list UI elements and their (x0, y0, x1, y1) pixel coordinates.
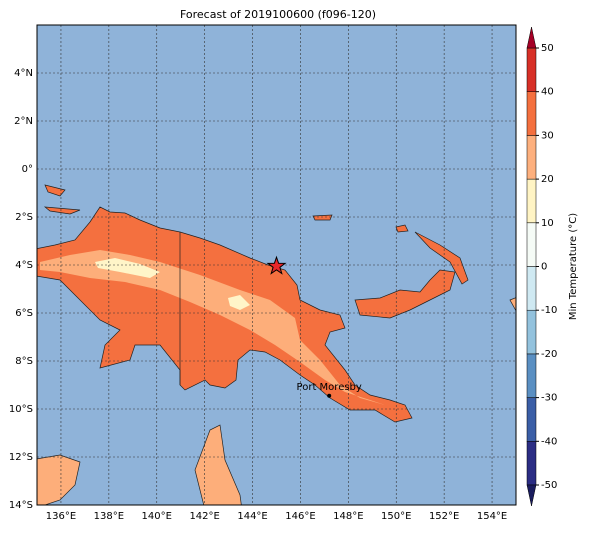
colorbar-tick-label: 0 (541, 262, 547, 273)
x-tick-label: 146°E (285, 511, 315, 522)
y-tick-label: 12°S (9, 452, 33, 463)
y-tick-label: 6°S (15, 308, 33, 319)
y-tick-label: 14°S (9, 500, 33, 511)
colorbar-label: Min Temperature (°C) (568, 213, 579, 320)
island (395, 224, 409, 233)
cool-patch (228, 295, 250, 310)
colorbar-bin (526, 309, 537, 355)
cool-patch (95, 258, 160, 278)
y-tick-label: 4°S (15, 260, 33, 271)
colorbar-extend-over (526, 26, 537, 49)
new-ireland (414, 231, 469, 285)
y-tick-label: 2°N (14, 116, 33, 127)
x-tick-label: 152°E (429, 511, 459, 522)
colorbar-tick-label: 30 (541, 130, 554, 141)
colorbar-tick-label: 40 (541, 87, 554, 98)
colorbar-bin (526, 441, 537, 486)
colorbar-bin (526, 47, 537, 92)
island (44, 184, 66, 197)
colorbar-bin (526, 353, 537, 398)
x-tick-label: 148°E (333, 511, 363, 522)
map-frame (36, 24, 517, 506)
colorbar-tick-label: -50 (541, 480, 557, 491)
cape-york (194, 424, 242, 505)
colorbar-tick-label: -10 (541, 305, 557, 316)
colorbar-bin (526, 135, 537, 180)
new-britain (354, 269, 456, 319)
x-tick-label: 138°E (94, 511, 124, 522)
colorbar-extend-under (526, 484, 537, 507)
island (43, 206, 81, 215)
map-title: Forecast of 2019100600 (f096-120) (180, 8, 376, 21)
y-tick-label: 2°S (15, 212, 33, 223)
colorbar-bin (526, 178, 537, 224)
x-tick-label: 142°E (189, 511, 219, 522)
highland-band (40, 250, 385, 405)
colorbar-tick-label: -40 (541, 436, 557, 447)
x-tick-label: 150°E (381, 511, 411, 522)
bougainville (509, 297, 516, 312)
colorbar-tick-label: -20 (541, 349, 557, 360)
x-tick-label: 136°E (46, 511, 76, 522)
city-dot (327, 393, 332, 398)
x-tick-label: 144°E (237, 511, 267, 522)
land (37, 184, 516, 505)
australia-west (37, 454, 81, 505)
colorbar-bin (526, 397, 537, 442)
y-tick-label: 4°N (14, 68, 33, 79)
x-tick-label: 140°E (142, 511, 172, 522)
colorbar-tick-label: 20 (541, 174, 554, 185)
colorbar-bin (526, 91, 537, 136)
colorbar-bin (526, 222, 537, 267)
colorbar-tick-label: -30 (541, 393, 557, 404)
y-tick-label: 0° (22, 164, 33, 175)
colorbar-bin (526, 266, 537, 311)
y-tick-label: 8°S (15, 356, 33, 367)
colorbar-tick-label: 50 (541, 43, 554, 54)
y-tick-label: 10°S (9, 404, 33, 415)
island (312, 214, 333, 221)
x-tick-label: 154°E (477, 511, 507, 522)
city-label: Port Moresby (297, 382, 362, 393)
colorbar-tick-label: 10 (541, 218, 554, 229)
location-star (266, 255, 287, 275)
